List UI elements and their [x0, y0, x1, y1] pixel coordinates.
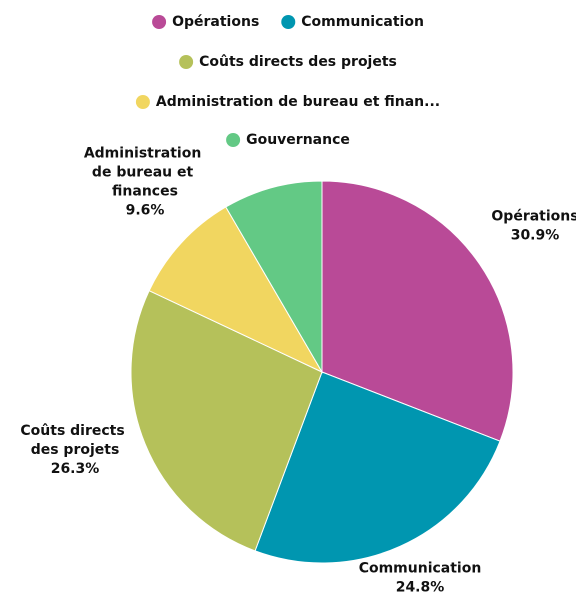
- legend-label: Communication: [301, 14, 424, 30]
- slice-label: Opérations: [491, 209, 576, 225]
- slice-value: 30.9%: [511, 228, 560, 244]
- legend-swatch: [179, 55, 194, 69]
- legend-swatch: [152, 15, 167, 29]
- legend-label: Opérations: [172, 14, 259, 30]
- slice-value: 24.8%: [396, 580, 445, 596]
- pie-slice: [321, 180, 514, 442]
- slice-value: 26.3%: [51, 461, 100, 477]
- pie-slice: [130, 290, 323, 552]
- legend-swatch: [135, 95, 150, 109]
- legend-row: Administration de bureau et finan...: [135, 94, 440, 110]
- legend-row: Gouvernance: [226, 132, 350, 148]
- legend-swatch: [226, 133, 241, 147]
- slice-value: 9.6%: [126, 203, 165, 219]
- slice-label: Administration de bureau et finances: [84, 146, 206, 200]
- legend-row: Opérations Communication: [152, 14, 424, 30]
- legend-label: Administration de bureau et finan...: [156, 94, 440, 110]
- slice-label: Communication: [359, 561, 482, 577]
- slice-label: Coûts directs des projets: [20, 423, 129, 458]
- legend-row: Coûts directs des projets: [179, 54, 397, 70]
- legend-swatch: [281, 15, 296, 29]
- pie-slice: [148, 206, 324, 374]
- legend-label: Gouvernance: [246, 132, 350, 148]
- legend-label: Coûts directs des projets: [199, 54, 397, 70]
- pie-slice: [225, 180, 323, 374]
- pie-slice: [254, 371, 501, 564]
